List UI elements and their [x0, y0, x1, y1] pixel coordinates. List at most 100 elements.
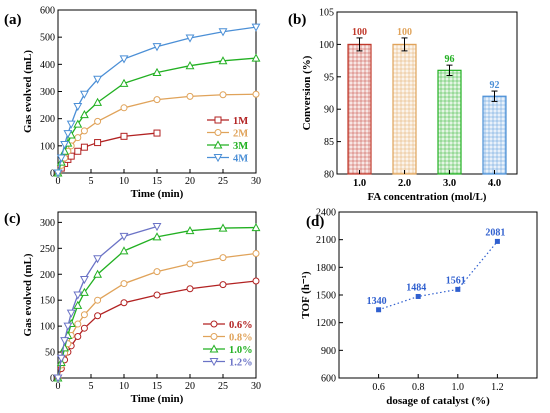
chart-d: 0.6 0.8 1.0 1.2 600 900 1200 1500 1800 2100 2400 do…: [300, 208, 538, 407]
data-point-4M: [56, 154, 66, 163]
data-point-0.8%: [80, 311, 88, 319]
data-point-3M: [152, 67, 162, 76]
x-axis-label: Time (min): [131, 393, 184, 405]
data-point-1.0%: [119, 246, 129, 255]
y-tick-label: 200: [40, 270, 55, 281]
y-tick-label: 0: [50, 169, 55, 180]
x-axis-label: FA concentration (mol/L): [368, 191, 487, 203]
x-tick-label: 0.8: [412, 382, 425, 393]
data-label: 1340: [367, 296, 387, 307]
data-point-1.2%: [73, 291, 83, 300]
data-point-0.8%: [153, 268, 161, 276]
data-point-3M: [185, 61, 195, 70]
data-point: [494, 238, 500, 244]
y-tick-label: 105: [319, 8, 334, 19]
x-tick-label: 0: [56, 381, 61, 392]
data-point-0.6%: [74, 333, 82, 340]
data-point-4M: [63, 130, 73, 139]
y-axis-label: Conversion (%): [301, 55, 313, 130]
data-point-0.8%: [252, 250, 260, 257]
x-tick-label: 25: [218, 381, 228, 392]
y-tick-label: 600: [40, 6, 55, 17]
y-tick-label: 50: [45, 348, 55, 359]
data-point-0.6%: [186, 285, 194, 293]
x-tick-label: 10: [119, 381, 129, 392]
legend-label: 0.8%: [229, 333, 253, 344]
data-point-4M: [93, 75, 103, 84]
y-tick-label: 2400: [316, 208, 336, 219]
y-tick-label: 200: [40, 114, 55, 125]
y-axis-label: Gas evolved (mL): [22, 50, 34, 133]
panel-label-a: (a): [4, 12, 22, 28]
data-point-2M: [153, 96, 161, 104]
data-point-1M: [74, 147, 82, 155]
data-point-1.0%: [73, 300, 83, 309]
trend-line: [378, 241, 498, 311]
legend-label: 3M: [233, 141, 248, 152]
data-point: [415, 293, 421, 299]
panel-label-b: (b): [288, 12, 306, 28]
legend-label: 1.2%: [229, 358, 253, 369]
panel-label-c: (c): [4, 211, 21, 227]
data-point-0.8%: [219, 254, 227, 262]
x-tick-label: 1.2: [491, 382, 504, 393]
x-tick-label: 1.0: [452, 382, 465, 393]
y-tick-label: 1800: [316, 263, 336, 274]
y-tick-label: 90: [324, 105, 334, 116]
data-point-1.0%: [152, 232, 162, 241]
legend-label: 1.0%: [229, 345, 253, 356]
data-point-1.2%: [93, 255, 103, 264]
data-point-3M: [119, 78, 129, 87]
x-tick-label: 4.0: [488, 178, 501, 189]
data-point: [455, 286, 461, 292]
y-tick-label: 250: [40, 244, 55, 255]
x-axis-label: Time (min): [131, 188, 184, 200]
x-tick-label: 20: [185, 176, 195, 187]
y-tick-label: 300: [40, 218, 55, 229]
data-point-2M: [94, 117, 102, 125]
legend-label: 2M: [233, 129, 248, 140]
legend-label: 0.6%: [229, 320, 253, 331]
x-tick-label: 2.0: [398, 178, 411, 189]
y-tick-label: 600: [321, 374, 336, 385]
data-point-4M: [53, 169, 63, 178]
x-tick-label: 3.0: [443, 178, 456, 189]
data-label: 100: [352, 27, 367, 38]
legend-label: 1M: [233, 116, 248, 127]
data-point-2M: [186, 92, 194, 100]
bar-4.0: [482, 95, 507, 175]
y-tick-label: 300: [40, 87, 55, 98]
data-label: 92: [490, 80, 500, 91]
x-tick-label: 15: [152, 176, 162, 187]
y-tick-label: 80: [324, 170, 334, 181]
x-tick-label: 0: [56, 176, 61, 187]
data-point-0.6%: [153, 291, 161, 299]
data-point-4M: [60, 140, 70, 150]
y-axis-label: TOF (h⁻¹): [300, 271, 312, 319]
data-point-1M: [153, 129, 161, 137]
data-point-4M: [152, 43, 162, 52]
data-point-1.0%: [218, 223, 228, 232]
data-point-3M: [251, 53, 261, 62]
plot-frame: [336, 11, 518, 175]
data-point-3M: [73, 119, 83, 128]
data-point-1.2%: [79, 275, 89, 285]
y-tick-label: 900: [321, 346, 336, 357]
data-point-4M: [73, 102, 83, 112]
x-axis-label: dosage of catalyst (%): [386, 395, 490, 407]
data-point-4M: [251, 23, 261, 32]
data-point-4M: [218, 28, 228, 37]
data-point: [376, 307, 382, 313]
data-point-0.6%: [120, 299, 128, 307]
data-point-4M: [185, 34, 195, 43]
data-point-0.8%: [120, 280, 128, 288]
data-point-1.2%: [119, 232, 129, 242]
x-tick-label: 25: [218, 176, 228, 187]
data-point-2M: [120, 104, 128, 112]
data-point-1.0%: [185, 226, 195, 235]
x-tick-label: 1.0: [353, 178, 366, 189]
y-tick-label: 0: [50, 374, 55, 385]
legend-label: 4M: [233, 154, 248, 165]
data-point-0.6%: [219, 281, 227, 289]
